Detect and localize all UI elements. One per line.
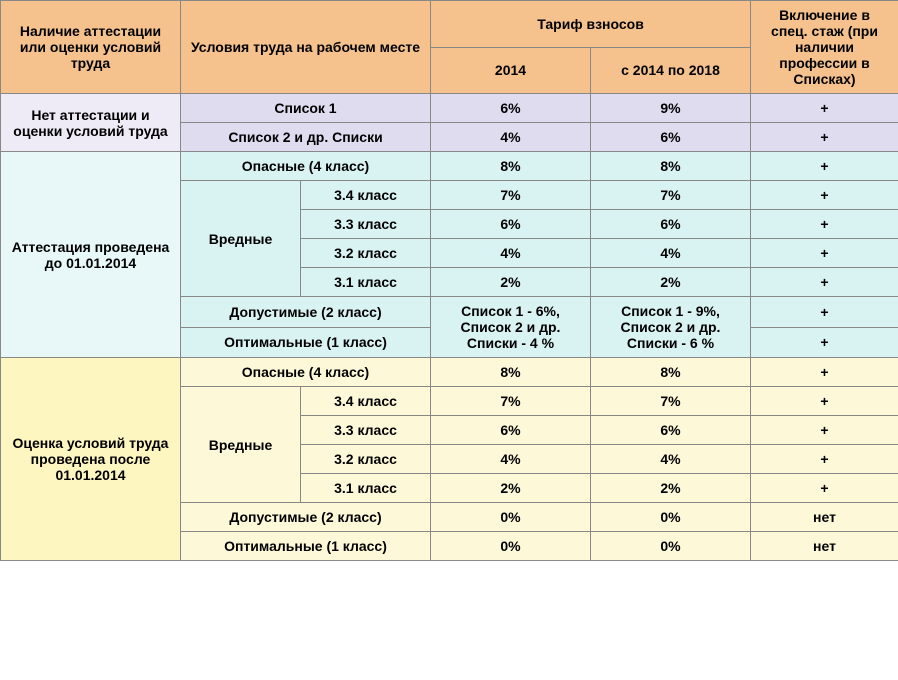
cell-2018: 6% (591, 210, 751, 239)
cell-2014: 7% (431, 387, 591, 416)
section1-label: Нет аттестации и оценки условий труда (1, 94, 181, 152)
cell-incl: + (751, 239, 898, 268)
cell-2014: 0% (431, 503, 591, 532)
cell-2018: 2% (591, 268, 751, 297)
cell-2018: 7% (591, 181, 751, 210)
cell-cond: Допустимые (2 класс) (181, 503, 431, 532)
cell-incl: нет (751, 532, 898, 561)
cell-cond: Список 1 (181, 94, 431, 123)
cell-2018: 7% (591, 387, 751, 416)
cell-cond: Список 2 и др. Списки (181, 123, 431, 152)
harmful-label: Вредные (181, 181, 301, 297)
cell-incl: + (751, 358, 898, 387)
cell-cond: Опасные (4 класс) (181, 152, 431, 181)
cell-incl: + (751, 210, 898, 239)
cell-2018: 4% (591, 239, 751, 268)
cell-2014: 8% (431, 152, 591, 181)
cell-incl: + (751, 268, 898, 297)
cell-class: 3.2 класс (301, 239, 431, 268)
cell-class: 3.3 класс (301, 416, 431, 445)
cell-2014: 6% (431, 210, 591, 239)
cell-incl: + (751, 416, 898, 445)
table-header: Наличие аттестации или оценки условий тр… (1, 1, 898, 94)
cell-cond: Допустимые (2 класс) (181, 297, 431, 328)
cell-incl: + (751, 327, 898, 358)
cell-2014: 6% (431, 416, 591, 445)
cell-incl: нет (751, 503, 898, 532)
table-row: Нет аттестации и оценки условий труда Сп… (1, 94, 898, 123)
cell-incl: + (751, 152, 898, 181)
cell-2014: 4% (431, 445, 591, 474)
cell-class: 3.4 класс (301, 387, 431, 416)
cell-2018: 0% (591, 503, 751, 532)
cell-2014: 7% (431, 181, 591, 210)
cell-2018: 8% (591, 152, 751, 181)
cell-incl: + (751, 94, 898, 123)
cell-class: 3.3 класс (301, 210, 431, 239)
section3-label: Оценка условий труда проведена после 01.… (1, 358, 181, 561)
hdr-tariff-group: Тариф взносов (431, 1, 751, 48)
cell-incl: + (751, 474, 898, 503)
cell-class: 3.4 класс (301, 181, 431, 210)
hdr-2014: 2014 (431, 47, 591, 94)
cell-2014: 2% (431, 474, 591, 503)
harmful-label: Вредные (181, 387, 301, 503)
cell-2018: 2% (591, 474, 751, 503)
cell-2014: 8% (431, 358, 591, 387)
table-row: Оценка условий труда проведена после 01.… (1, 358, 898, 387)
cell-class: 3.1 класс (301, 268, 431, 297)
cell-incl: + (751, 181, 898, 210)
cell-cond: Опасные (4 класс) (181, 358, 431, 387)
cell-class: 3.2 класс (301, 445, 431, 474)
hdr-conditions: Условия труда на рабочем месте (181, 1, 431, 94)
cell-incl: + (751, 387, 898, 416)
cell-2014: 4% (431, 239, 591, 268)
cell-incl: + (751, 297, 898, 328)
cell-merged-2014: Список 1 - 6%, Список 2 и др. Списки - 4… (431, 297, 591, 358)
section2-label: Аттестация проведена до 01.01.2014 (1, 152, 181, 358)
cell-class: 3.1 класс (301, 474, 431, 503)
cell-2014: 2% (431, 268, 591, 297)
cell-2018: 6% (591, 416, 751, 445)
cell-2018: 0% (591, 532, 751, 561)
cell-2018: 4% (591, 445, 751, 474)
cell-incl: + (751, 123, 898, 152)
hdr-2014-2018: с 2014 по 2018 (591, 47, 751, 94)
cell-2018: 9% (591, 94, 751, 123)
cell-2014: 4% (431, 123, 591, 152)
cell-2014: 6% (431, 94, 591, 123)
cell-2018: 6% (591, 123, 751, 152)
cell-incl: + (751, 445, 898, 474)
cell-merged-2018: Список 1 - 9%, Список 2 и др. Списки - 6… (591, 297, 751, 358)
hdr-inclusion: Включение в спец. стаж (при наличии проф… (751, 1, 898, 94)
cell-2014: 0% (431, 532, 591, 561)
hdr-attestation: Наличие аттестации или оценки условий тр… (1, 1, 181, 94)
tariff-table: Наличие аттестации или оценки условий тр… (0, 0, 898, 561)
cell-cond: Оптимальные (1 класс) (181, 532, 431, 561)
table-row: Аттестация проведена до 01.01.2014 Опасн… (1, 152, 898, 181)
cell-cond: Оптимальные (1 класс) (181, 327, 431, 358)
cell-2018: 8% (591, 358, 751, 387)
